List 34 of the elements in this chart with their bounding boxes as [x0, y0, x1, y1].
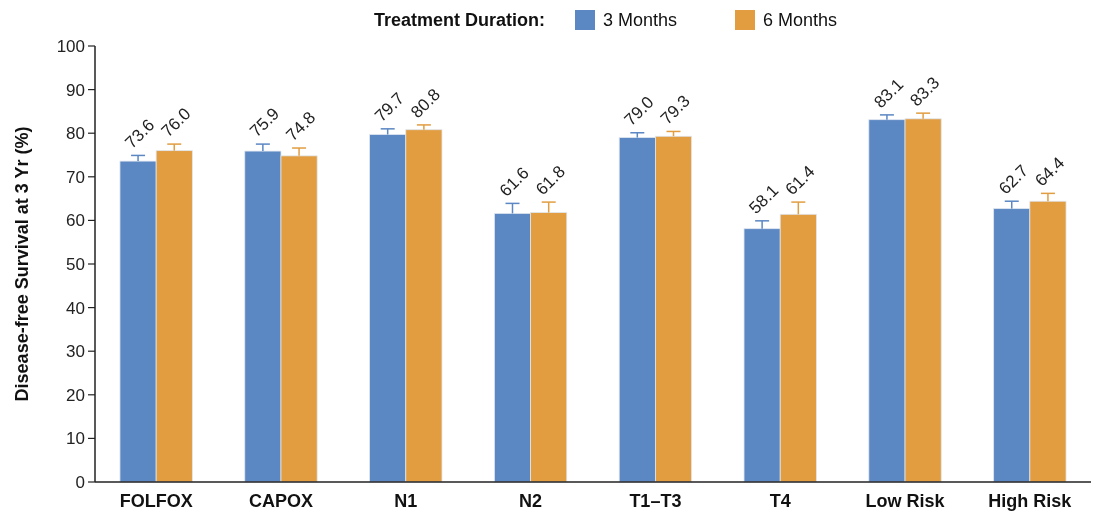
- data-label: 74.8: [282, 108, 320, 145]
- data-label: 61.4: [781, 162, 819, 199]
- x-tick-label: Low Risk: [865, 491, 946, 511]
- x-tick-label: FOLFOX: [119, 491, 193, 511]
- x-tick-label: T4: [769, 491, 791, 511]
- data-label: 79.0: [620, 92, 658, 130]
- data-label: 73.6: [121, 115, 159, 153]
- y-tick-label: 60: [66, 211, 85, 231]
- y-tick-label: 40: [66, 298, 85, 318]
- y-tick-label: 100: [56, 36, 85, 56]
- x-tick-label: N1: [394, 491, 418, 511]
- y-tick-label: 0: [75, 472, 85, 492]
- legend-title: Treatment Duration:: [373, 10, 545, 30]
- x-tick-label: T1–T3: [629, 491, 682, 511]
- y-tick-label: 90: [66, 80, 85, 100]
- y-tick-label: 20: [66, 385, 85, 405]
- y-tick-label: 10: [66, 429, 85, 449]
- legend-label: 6 Months: [763, 10, 838, 30]
- y-tick-label: 30: [66, 342, 85, 362]
- y-axis-title: Disease-free Survival at 3 Yr (%): [12, 126, 32, 402]
- data-label: 76.0: [157, 104, 195, 141]
- data-label: 83.1: [870, 74, 908, 112]
- data-label: 64.4: [1031, 153, 1069, 191]
- legend-label: 3 Months: [603, 10, 678, 30]
- y-tick-label: 70: [66, 167, 85, 187]
- x-tick-label: CAPOX: [248, 491, 313, 511]
- x-tick-label: High Risk: [988, 491, 1073, 511]
- y-tick-label: 50: [66, 254, 85, 274]
- data-label: 61.8: [532, 162, 569, 199]
- y-tick-label: 80: [66, 124, 85, 144]
- data-label: 79.3: [656, 91, 694, 129]
- data-label: 75.9: [246, 104, 284, 141]
- x-tick-label: N2: [519, 491, 543, 511]
- data-label: 58.1: [745, 180, 783, 218]
